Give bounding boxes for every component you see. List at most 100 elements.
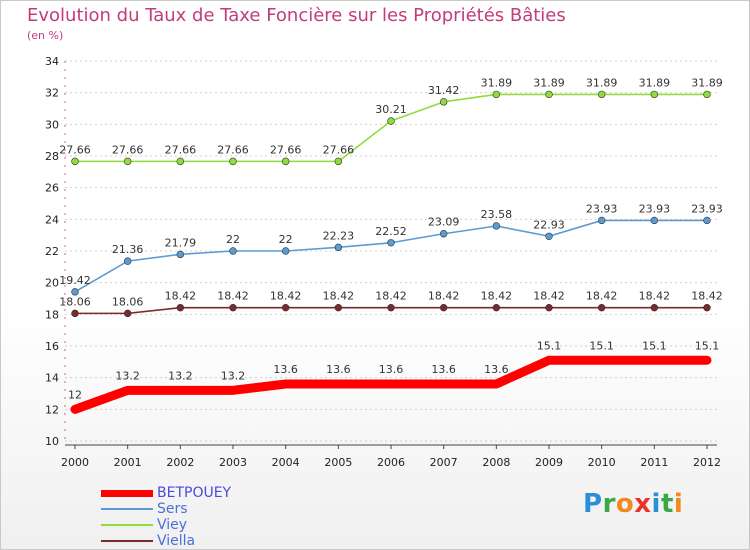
data-label: 22 xyxy=(226,233,240,246)
y-tick-label: 28 xyxy=(45,150,59,163)
data-label: 22.52 xyxy=(375,225,407,238)
data-point xyxy=(123,157,132,166)
data-label: 23.93 xyxy=(691,202,723,215)
x-tick-label: 2012 xyxy=(693,456,721,469)
data-label: 15.1 xyxy=(589,339,614,352)
data-point xyxy=(387,303,395,312)
x-tick-label: 2007 xyxy=(430,456,458,469)
legend-swatch-sers xyxy=(101,508,153,510)
data-point xyxy=(334,243,343,252)
x-tick-label: 2008 xyxy=(482,456,510,469)
data-label: 18.06 xyxy=(112,295,144,308)
data-label: 22.23 xyxy=(323,229,355,242)
y-tick-label: 26 xyxy=(45,182,59,195)
data-label: 18.42 xyxy=(323,290,355,303)
data-label: 13.6 xyxy=(431,363,456,376)
chart-subtitle: (en %) xyxy=(27,29,64,42)
data-point xyxy=(387,239,395,247)
logo-letter: i xyxy=(651,489,661,519)
data-label: 21.36 xyxy=(112,243,144,256)
data-label: 18.42 xyxy=(428,290,460,303)
legend-swatch-viella xyxy=(101,540,153,542)
data-label: 21.79 xyxy=(165,236,197,249)
data-point xyxy=(439,230,448,238)
data-label: 27.66 xyxy=(112,143,144,156)
legend-label-viey: Viey xyxy=(157,517,188,533)
data-point xyxy=(492,303,501,312)
x-tick-label: 2005 xyxy=(324,456,352,469)
data-point xyxy=(123,309,132,318)
x-tick-label: 2003 xyxy=(219,456,247,469)
legend-label-sers: Sers xyxy=(157,501,188,517)
data-label: 31.89 xyxy=(481,76,513,89)
data-point xyxy=(71,309,79,318)
data-label: 18.42 xyxy=(639,290,671,303)
data-point xyxy=(545,303,553,312)
data-point xyxy=(703,303,711,312)
data-label: 18.42 xyxy=(217,290,249,303)
y-tick-label: 24 xyxy=(45,213,59,226)
x-tick-label: 2001 xyxy=(114,456,142,469)
data-point xyxy=(545,90,553,99)
x-tick-label: 2000 xyxy=(61,456,89,469)
logo-letter: r xyxy=(602,489,616,519)
data-point xyxy=(439,303,448,312)
legend-label-viella: Viella xyxy=(157,533,196,549)
data-label: 15.1 xyxy=(695,339,720,352)
x-tick-label: 2002 xyxy=(166,456,194,469)
data-point xyxy=(597,216,606,225)
data-label: 18.42 xyxy=(165,290,197,303)
chart-legend: BETPOUEY Sers Viey Viella xyxy=(101,485,231,549)
x-tick-label: 2010 xyxy=(588,456,616,469)
data-label: 18.42 xyxy=(270,290,302,303)
data-point xyxy=(492,222,501,230)
legend-swatch-viey xyxy=(101,524,153,526)
data-point xyxy=(650,90,659,99)
data-label: 19.42 xyxy=(59,274,91,287)
series-line-betpouey xyxy=(70,355,712,414)
data-point xyxy=(281,157,290,166)
data-point xyxy=(439,98,448,106)
data-point xyxy=(650,216,659,225)
data-point xyxy=(71,157,79,166)
data-label: 15.1 xyxy=(537,339,562,352)
data-label: 13.6 xyxy=(273,363,298,376)
data-point xyxy=(492,90,501,99)
data-label: 31.89 xyxy=(639,76,671,89)
data-point xyxy=(71,288,79,296)
data-point xyxy=(545,232,553,240)
data-label: 18.42 xyxy=(375,290,407,303)
data-label: 23.93 xyxy=(586,202,618,215)
data-label: 31.89 xyxy=(691,76,723,89)
data-label: 15.1 xyxy=(642,339,667,352)
data-label: 18.42 xyxy=(533,290,565,303)
y-tick-label: 22 xyxy=(45,245,59,258)
data-label: 27.66 xyxy=(323,143,355,156)
y-tick-label: 10 xyxy=(45,435,59,448)
data-label: 13.2 xyxy=(168,369,193,382)
x-tick-label: 2004 xyxy=(272,456,300,469)
data-label: 27.66 xyxy=(165,143,197,156)
y-tick-label: 34 xyxy=(45,55,59,68)
logo-letter: i xyxy=(673,489,684,519)
data-label: 23.93 xyxy=(639,202,671,215)
data-label: 31.42 xyxy=(428,84,460,97)
data-point xyxy=(703,90,711,99)
data-label: 23.58 xyxy=(481,208,513,221)
data-point xyxy=(281,303,290,312)
y-tick-label: 18 xyxy=(45,308,59,321)
data-label: 12 xyxy=(68,388,82,401)
y-tick-label: 32 xyxy=(45,87,59,100)
x-tick-label: 2011 xyxy=(640,456,668,469)
data-point xyxy=(123,257,132,265)
y-tick-label: 14 xyxy=(45,372,59,385)
data-label: 22 xyxy=(279,233,293,246)
data-point xyxy=(387,117,395,125)
data-point xyxy=(703,216,711,225)
data-label: 18.42 xyxy=(586,290,618,303)
data-label: 30.21 xyxy=(375,103,407,116)
chart-title: Evolution du Taux de Taxe Foncière sur l… xyxy=(27,5,566,26)
logo-letter: o xyxy=(615,489,635,519)
